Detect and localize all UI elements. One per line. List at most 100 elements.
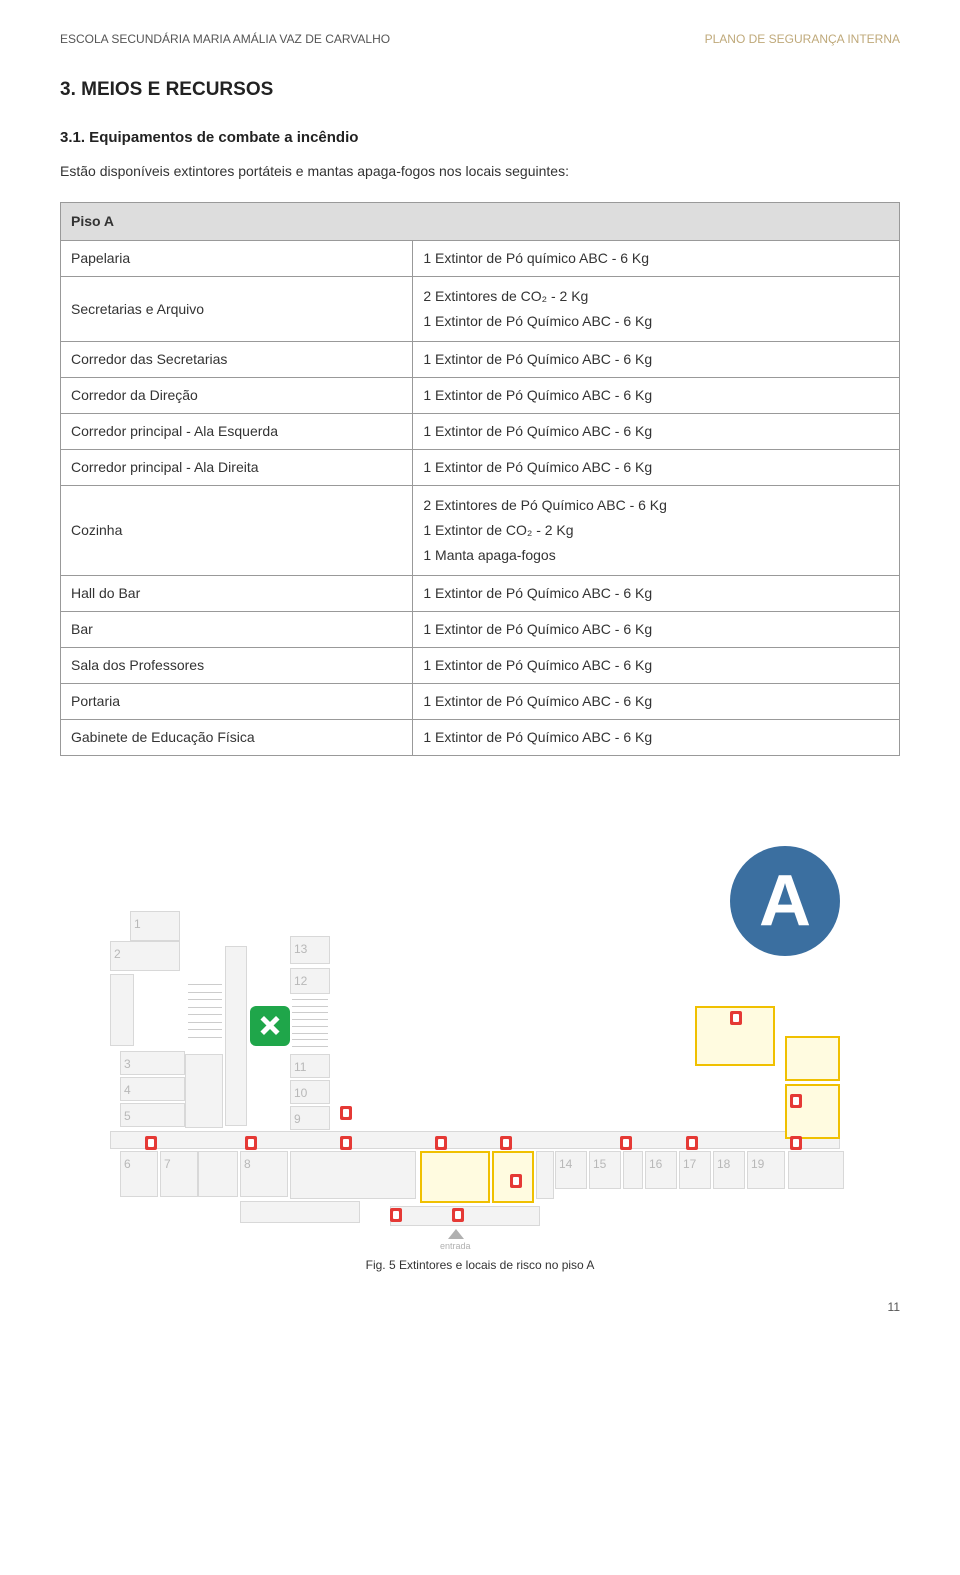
table-row: Secretarias e Arquivo2 Extintores de CO₂…	[61, 277, 900, 342]
room	[679, 1151, 711, 1189]
meeting-point-icon	[250, 1006, 290, 1046]
table-row: Cozinha 2 Extintores de Pó Químico ABC - …	[61, 486, 900, 576]
stairs	[188, 981, 222, 1041]
room	[130, 911, 180, 941]
value-cell: 1 Extintor de Pó Químico ABC - 6 Kg	[413, 684, 900, 720]
floor-badge: A	[730, 846, 840, 956]
extinguisher-icon	[790, 1136, 802, 1150]
extinguisher-icon	[620, 1136, 632, 1150]
value-line: 1 Manta apaga-fogos	[423, 543, 889, 568]
value-line: 2 Extintores de CO₂ - 2 Kg	[423, 284, 889, 309]
plan-block	[110, 1131, 840, 1149]
location-cell: Gabinete de Educação Física	[61, 720, 413, 756]
header-right: PLANO DE SEGURANÇA INTERNA	[705, 30, 900, 48]
extinguisher-icon	[145, 1136, 157, 1150]
extinguisher-icon	[730, 1011, 742, 1025]
hazard-zone	[420, 1151, 490, 1203]
value-cell: 1 Extintor de Pó Químico ABC - 6 Kg	[413, 414, 900, 450]
extinguisher-icon	[452, 1208, 464, 1222]
plan-block	[198, 1151, 238, 1197]
room	[290, 936, 330, 964]
extinguisher-icon	[390, 1208, 402, 1222]
plan-block	[240, 1201, 360, 1223]
plan-block	[225, 946, 247, 1126]
table-row: Papelaria1 Extintor de Pó químico ABC - …	[61, 241, 900, 277]
location-cell: Secretarias e Arquivo	[61, 277, 413, 342]
extinguisher-icon	[340, 1136, 352, 1150]
room	[160, 1151, 198, 1197]
table-row: Hall do Bar1 Extintor de Pó Químico ABC …	[61, 576, 900, 612]
table-row: Corredor das Secretarias1 Extintor de Pó…	[61, 342, 900, 378]
room	[120, 1103, 185, 1127]
extinguisher-icon	[510, 1174, 522, 1188]
room	[120, 1077, 185, 1101]
location-cell: Cozinha	[61, 486, 413, 576]
room	[747, 1151, 785, 1189]
room	[110, 941, 180, 971]
page-number: 11	[60, 1298, 900, 1316]
extinguisher-icon	[790, 1094, 802, 1108]
location-cell: Papelaria	[61, 241, 413, 277]
table-title: Piso A	[60, 202, 900, 240]
value-cell: 1 Extintor de Pó Químico ABC - 6 Kg	[413, 450, 900, 486]
header-left: ESCOLA SECUNDÁRIA MARIA AMÁLIA VAZ DE CA…	[60, 30, 390, 48]
figure-caption: Fig. 5 Extintores e locais de risco no p…	[60, 1256, 900, 1274]
plan-block	[788, 1151, 844, 1189]
value-line: 2 Extintores de Pó Químico ABC - 6 Kg	[423, 493, 889, 518]
location-cell: Portaria	[61, 684, 413, 720]
floor-plan: 12131234511109678141516171819Aentrada	[90, 806, 870, 1246]
extinguisher-icon	[340, 1106, 352, 1120]
room	[290, 1106, 330, 1130]
subsection-heading: 3.1. Equipamentos de combate a incêndio	[60, 127, 900, 150]
value-cell: 1 Extintor de Pó Químico ABC - 6 Kg	[413, 378, 900, 414]
location-cell: Corredor da Direção	[61, 378, 413, 414]
entrance-label: entrada	[440, 1240, 471, 1254]
table-row: Sala dos Professores1 Extintor de Pó Quí…	[61, 648, 900, 684]
room	[713, 1151, 745, 1189]
room	[555, 1151, 587, 1189]
extinguisher-icon	[435, 1136, 447, 1150]
room	[290, 1054, 330, 1078]
value-cell: 1 Extintor de Pó Químico ABC - 6 Kg	[413, 720, 900, 756]
room	[290, 968, 330, 994]
equipment-table: Papelaria1 Extintor de Pó químico ABC - …	[60, 240, 900, 756]
plan-block	[390, 1206, 540, 1226]
plan-block	[110, 974, 134, 1046]
stairs	[292, 996, 328, 1050]
room	[645, 1151, 677, 1189]
hazard-zone	[785, 1084, 840, 1139]
room	[589, 1151, 621, 1189]
page-header: ESCOLA SECUNDÁRIA MARIA AMÁLIA VAZ DE CA…	[60, 30, 900, 48]
room	[120, 1051, 185, 1075]
plan-block	[536, 1151, 554, 1199]
value-cell: 1 Extintor de Pó químico ABC - 6 Kg	[413, 241, 900, 277]
extinguisher-icon	[686, 1136, 698, 1150]
value-cell: 1 Extintor de Pó Químico ABC - 6 Kg	[413, 342, 900, 378]
location-cell: Sala dos Professores	[61, 648, 413, 684]
entrance-arrow-icon	[448, 1229, 464, 1239]
value-cell: 1 Extintor de Pó Químico ABC - 6 Kg	[413, 576, 900, 612]
location-cell: Corredor principal - Ala Esquerda	[61, 414, 413, 450]
table-row: Corredor principal - Ala Direita1 Extint…	[61, 450, 900, 486]
plan-block	[623, 1151, 643, 1189]
section-heading: 3. MEIOS E RECURSOS	[60, 76, 900, 105]
table-row: Portaria1 Extintor de Pó Químico ABC - 6…	[61, 684, 900, 720]
table-row: Corredor da Direção1 Extintor de Pó Quím…	[61, 378, 900, 414]
value-cell: 2 Extintores de CO₂ - 2 Kg1 Extintor de …	[413, 277, 900, 342]
hazard-zone	[785, 1036, 840, 1081]
location-cell: Corredor principal - Ala Direita	[61, 450, 413, 486]
room	[120, 1151, 158, 1197]
extinguisher-icon	[245, 1136, 257, 1150]
table-row: Bar1 Extintor de Pó Químico ABC - 6 Kg	[61, 612, 900, 648]
value-cell: 1 Extintor de Pó Químico ABC - 6 Kg	[413, 648, 900, 684]
location-cell: Bar	[61, 612, 413, 648]
table-row: Corredor principal - Ala Esquerda1 Extin…	[61, 414, 900, 450]
value-line: 1 Extintor de Pó Químico ABC - 6 Kg	[423, 309, 889, 334]
plan-block	[185, 1054, 223, 1128]
extinguisher-icon	[500, 1136, 512, 1150]
plan-block	[290, 1151, 416, 1199]
value-line: 1 Extintor de CO₂ - 2 Kg	[423, 518, 889, 543]
value-cell: 1 Extintor de Pó Químico ABC - 6 Kg	[413, 612, 900, 648]
table-row: Gabinete de Educação Física1 Extintor de…	[61, 720, 900, 756]
room	[290, 1080, 330, 1104]
